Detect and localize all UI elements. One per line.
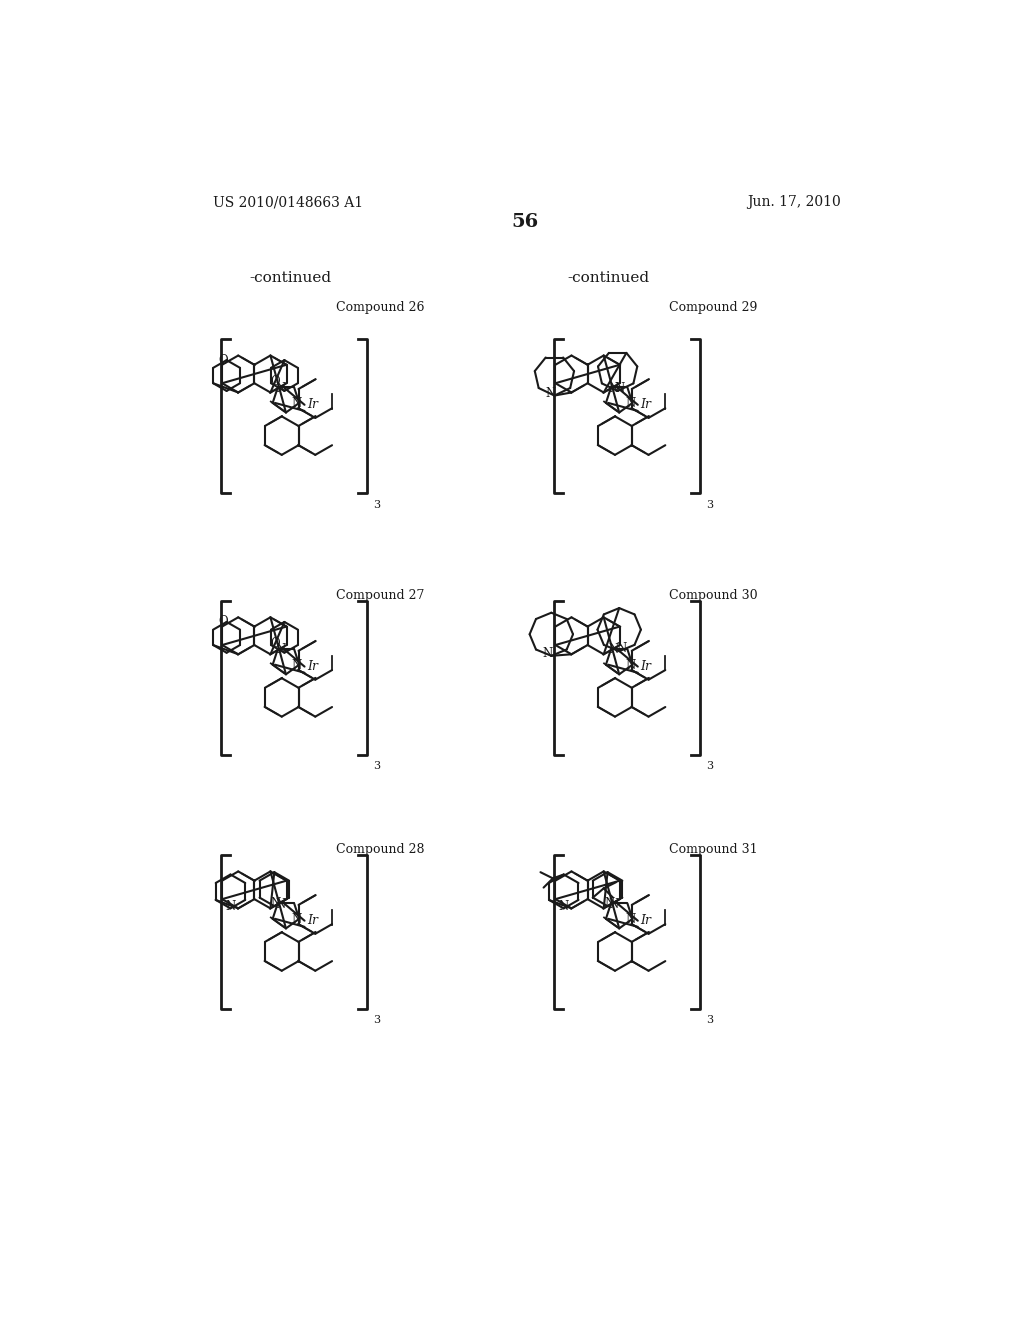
Text: Ir: Ir — [640, 660, 651, 673]
Text: Compound 26: Compound 26 — [336, 301, 424, 314]
Text: -continued: -continued — [250, 271, 332, 285]
Text: -continued: -continued — [567, 271, 649, 285]
Text: 3: 3 — [707, 499, 714, 510]
Text: Ir: Ir — [640, 915, 651, 927]
Text: N: N — [275, 898, 286, 911]
Text: N: N — [543, 647, 553, 660]
Text: 3: 3 — [373, 762, 380, 771]
Text: Ir: Ir — [640, 399, 651, 412]
Text: N: N — [616, 643, 627, 656]
Text: N: N — [608, 381, 618, 395]
Text: N: N — [604, 898, 614, 911]
Text: Compound 27: Compound 27 — [336, 589, 424, 602]
Text: N: N — [292, 397, 302, 411]
Text: Compound 28: Compound 28 — [336, 843, 424, 857]
Text: N: N — [275, 381, 286, 395]
Text: N: N — [625, 913, 635, 927]
Text: Compound 29: Compound 29 — [669, 301, 758, 314]
Text: N: N — [625, 659, 635, 672]
Text: N: N — [608, 643, 618, 656]
Text: Jun. 17, 2010: Jun. 17, 2010 — [748, 195, 841, 210]
Text: O: O — [218, 354, 227, 367]
Text: 3: 3 — [707, 762, 714, 771]
Text: US 2010/0148663 A1: US 2010/0148663 A1 — [213, 195, 364, 210]
Text: N: N — [292, 913, 302, 927]
Text: Ir: Ir — [307, 915, 317, 927]
Text: Ir: Ir — [307, 660, 317, 673]
Text: N: N — [559, 899, 569, 912]
Text: Ir: Ir — [307, 399, 317, 412]
Text: O: O — [218, 615, 227, 628]
Text: 3: 3 — [373, 1015, 380, 1026]
Text: 3: 3 — [707, 1015, 714, 1026]
Text: N: N — [625, 397, 635, 411]
Text: N: N — [292, 659, 302, 672]
Text: N: N — [270, 898, 281, 911]
Text: N: N — [225, 899, 236, 912]
Text: O: O — [270, 638, 280, 649]
Text: Compound 30: Compound 30 — [669, 589, 758, 602]
Text: N: N — [614, 381, 625, 395]
Text: 56: 56 — [511, 213, 539, 231]
Text: 3: 3 — [373, 499, 380, 510]
Text: N: N — [608, 898, 618, 911]
Text: O: O — [270, 375, 280, 388]
Text: N: N — [275, 643, 286, 656]
Text: Compound 31: Compound 31 — [669, 843, 758, 857]
Text: N: N — [546, 387, 556, 400]
